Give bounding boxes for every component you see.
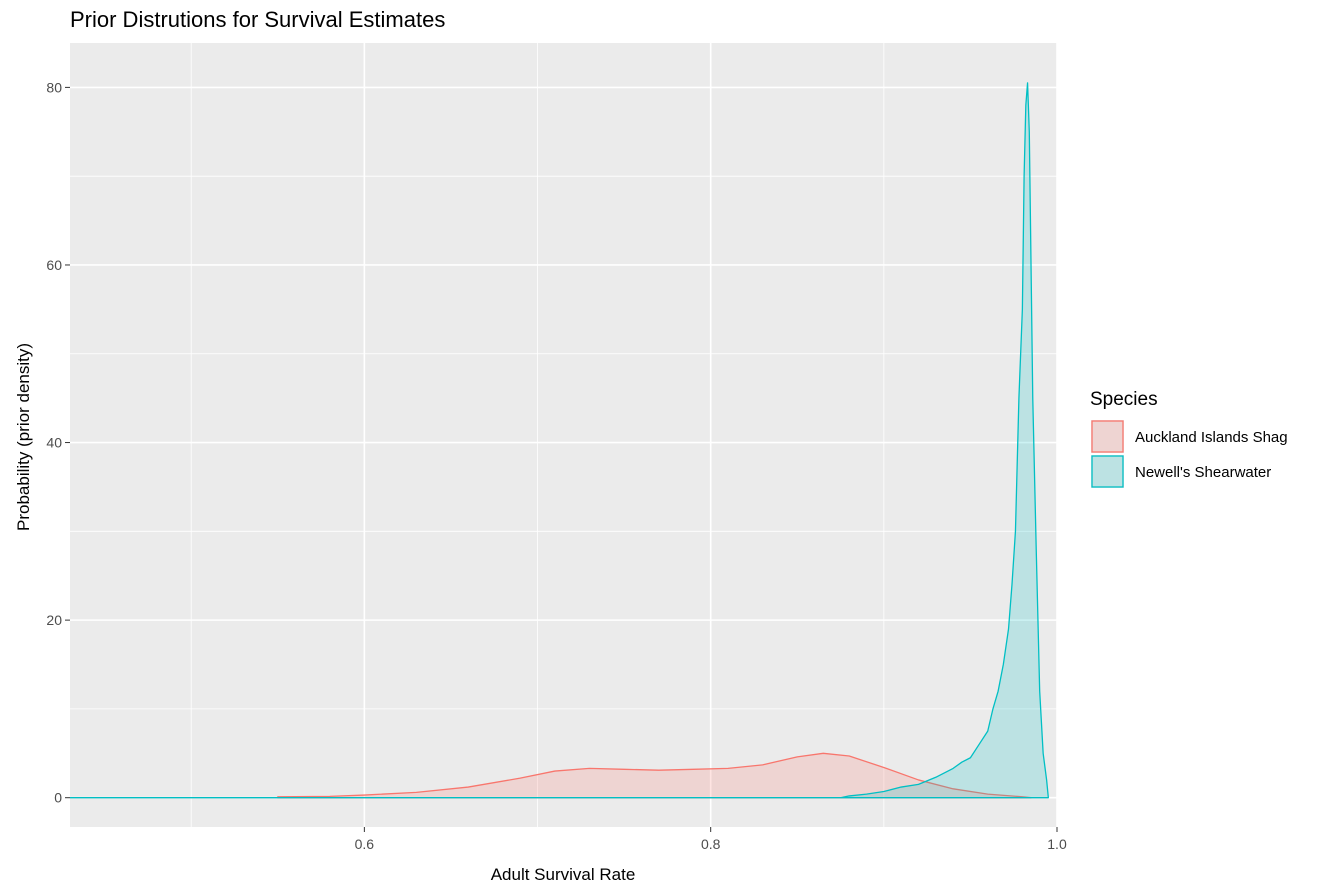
panel-background — [70, 43, 1057, 827]
legend-key-bg-auckland-islands-shag — [1091, 420, 1124, 453]
line-auckland-islands-shag — [277, 752, 1032, 799]
y-axis-title: Probability (prior density) — [14, 343, 33, 531]
legend: Species Auckland Islands Shag Newell's Sh… — [1090, 389, 1288, 488]
series-group — [70, 82, 1049, 799]
legend-title: Species — [1090, 389, 1158, 410]
legend-key-bg-newell-s-shearwater — [1091, 455, 1124, 488]
x-axis-title: Adult Survival Rate — [491, 865, 636, 884]
x-tick-label: 0.6 — [355, 836, 375, 852]
y-tick-label: 60 — [46, 257, 62, 273]
line-newell-s-shearwater — [70, 82, 1049, 799]
y-tick-label: 20 — [46, 612, 62, 628]
legend-swatch-newell-s-shearwater — [1091, 455, 1124, 488]
chart-title: Prior Distrutions for Survival Estimates — [70, 7, 445, 32]
x-axis: 0.6 0.8 1.0 — [355, 827, 1067, 852]
y-axis: 0 20 40 60 80 — [46, 79, 70, 806]
plot-panel — [70, 43, 1058, 827]
legend-label-newell-s-shearwater: Newell's Shearwater — [1135, 464, 1271, 481]
legend-label-auckland-islands-shag: Auckland Islands Shag — [1135, 429, 1288, 446]
x-tick-label: 0.8 — [701, 836, 721, 852]
x-tick-label: 1.0 — [1047, 836, 1067, 852]
y-tick-label: 80 — [46, 79, 62, 95]
legend-swatch-auckland-islands-shag — [1091, 420, 1124, 453]
area-auckland-islands-shag — [277, 753, 1032, 798]
y-tick-label: 40 — [46, 435, 62, 451]
y-tick-label: 0 — [54, 790, 62, 806]
